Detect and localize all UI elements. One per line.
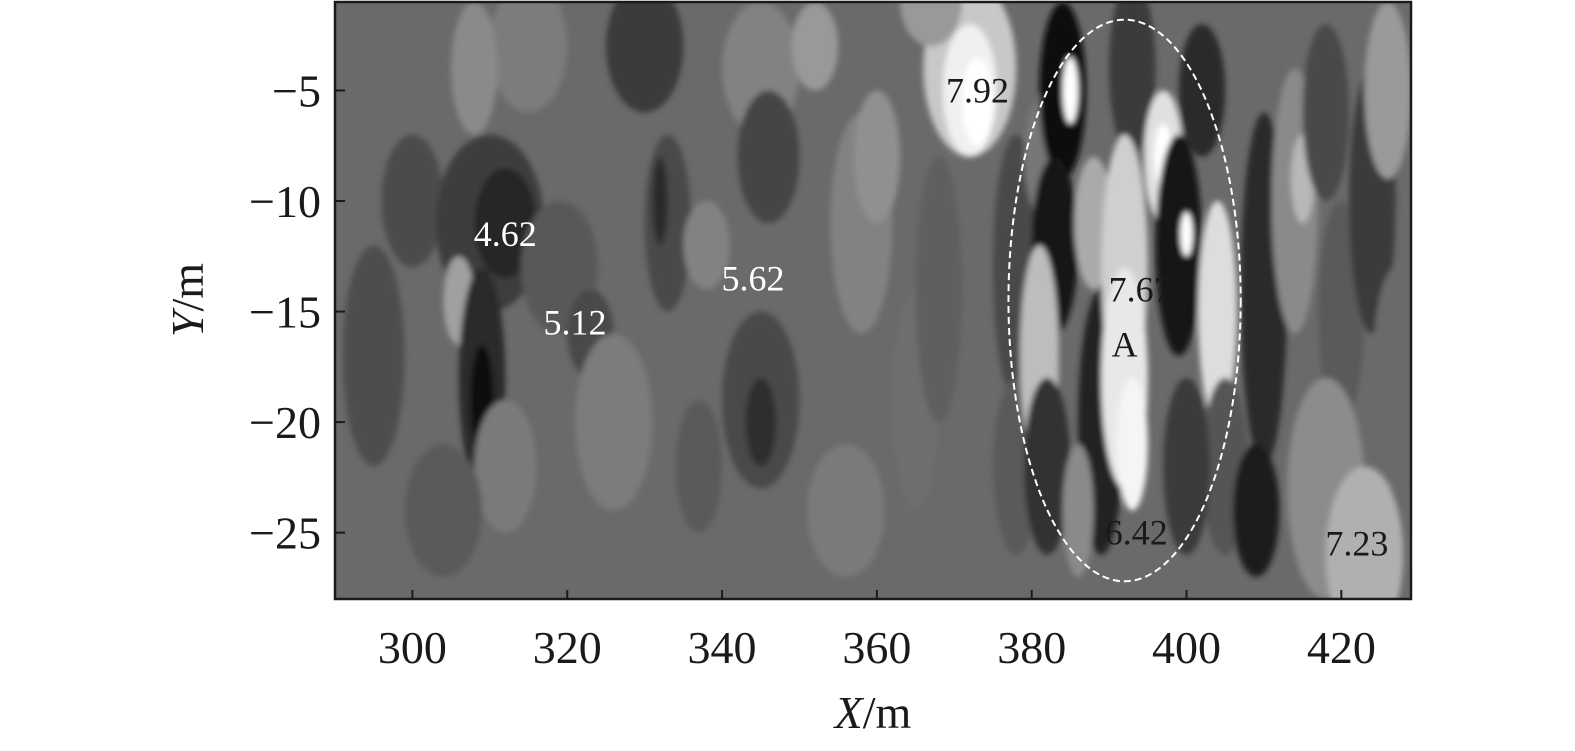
contour-field [342, 2, 1411, 599]
contour-blob [675, 400, 723, 533]
contour-blob [451, 2, 498, 135]
annotation-label: 6.42 [1105, 513, 1168, 553]
contour-blob [1325, 466, 1404, 599]
plot-area [335, 2, 1411, 599]
x-tick-label: 400 [1152, 622, 1221, 673]
contour-blob [1062, 444, 1094, 577]
x-tick-label: 340 [688, 622, 757, 673]
contour-blob [1163, 377, 1210, 555]
y-tick-label: −5 [272, 65, 321, 116]
x-tick-label: 420 [1307, 622, 1376, 673]
contour-blob [489, 2, 568, 113]
x-axis-title: X/m [833, 687, 912, 738]
contour-blob [1372, 267, 1411, 489]
contour-blob [1180, 212, 1193, 257]
contour-blob [404, 444, 483, 577]
y-tick-label: −15 [249, 287, 321, 338]
annotation-label: 7.23 [1325, 524, 1388, 564]
contour-blob [644, 134, 692, 312]
y-axis-unit: /m [162, 263, 213, 312]
x-axis-unit: /m [863, 687, 912, 738]
contour-blob [1302, 24, 1350, 201]
contour-blob [1155, 134, 1202, 356]
contour-blob [915, 156, 963, 423]
x-axis: 300 320 340 360 380 400 420 [378, 590, 1376, 673]
y-axis: −5 −10 −15 −20 −25 [249, 65, 345, 559]
contour-blob [962, 57, 993, 146]
contour-blob [605, 2, 684, 113]
x-axis-var: X [833, 687, 865, 738]
contour-blob [1232, 444, 1280, 577]
x-tick-label: 360 [842, 622, 911, 673]
contour-blob [737, 90, 800, 224]
contour-blob [342, 245, 405, 467]
contour-blob [683, 201, 730, 290]
contour-blob [652, 156, 668, 246]
contour-blob [1364, 2, 1411, 179]
contour-blob [1062, 57, 1079, 124]
contour-blob [900, 2, 963, 47]
y-axis-title: Y/m [162, 263, 213, 337]
plot-frame [333, 0, 1413, 601]
y-axis-var: Y [162, 307, 213, 337]
contour-blob [1023, 377, 1071, 555]
anomaly-a-ellipse [1007, 18, 1242, 583]
y-tick-label: −20 [249, 397, 321, 448]
contour-blob [1116, 377, 1148, 511]
annotation-label: 5.12 [543, 303, 606, 343]
contour-blob [853, 90, 901, 224]
contour-blob [574, 333, 653, 511]
contour-blob [474, 400, 537, 533]
contour-blob [745, 377, 777, 467]
annotation-label: 4.62 [474, 214, 537, 254]
contour-blob [474, 167, 537, 279]
x-tick-label: 380 [997, 622, 1066, 673]
contour-blob [807, 444, 885, 577]
value-annotations: 7.92 4.62 5.12 5.62 7.67 A 6.42 7.23 [474, 70, 1389, 563]
contour-blob [1109, 2, 1156, 157]
contour-blob [1198, 200, 1237, 423]
annotation-label: A [1112, 325, 1138, 365]
annotation-label: 7.92 [946, 70, 1009, 110]
y-tick-label: −10 [249, 176, 321, 227]
contour-blob [791, 2, 839, 91]
annotation-label: 5.62 [722, 258, 785, 298]
x-tick-label: 320 [533, 622, 602, 673]
y-tick-label: −25 [249, 508, 321, 559]
x-tick-label: 300 [378, 622, 447, 673]
contour-blob [1178, 24, 1226, 157]
contour-blob [381, 134, 444, 268]
annotation-label: 7.67 [1109, 269, 1172, 309]
